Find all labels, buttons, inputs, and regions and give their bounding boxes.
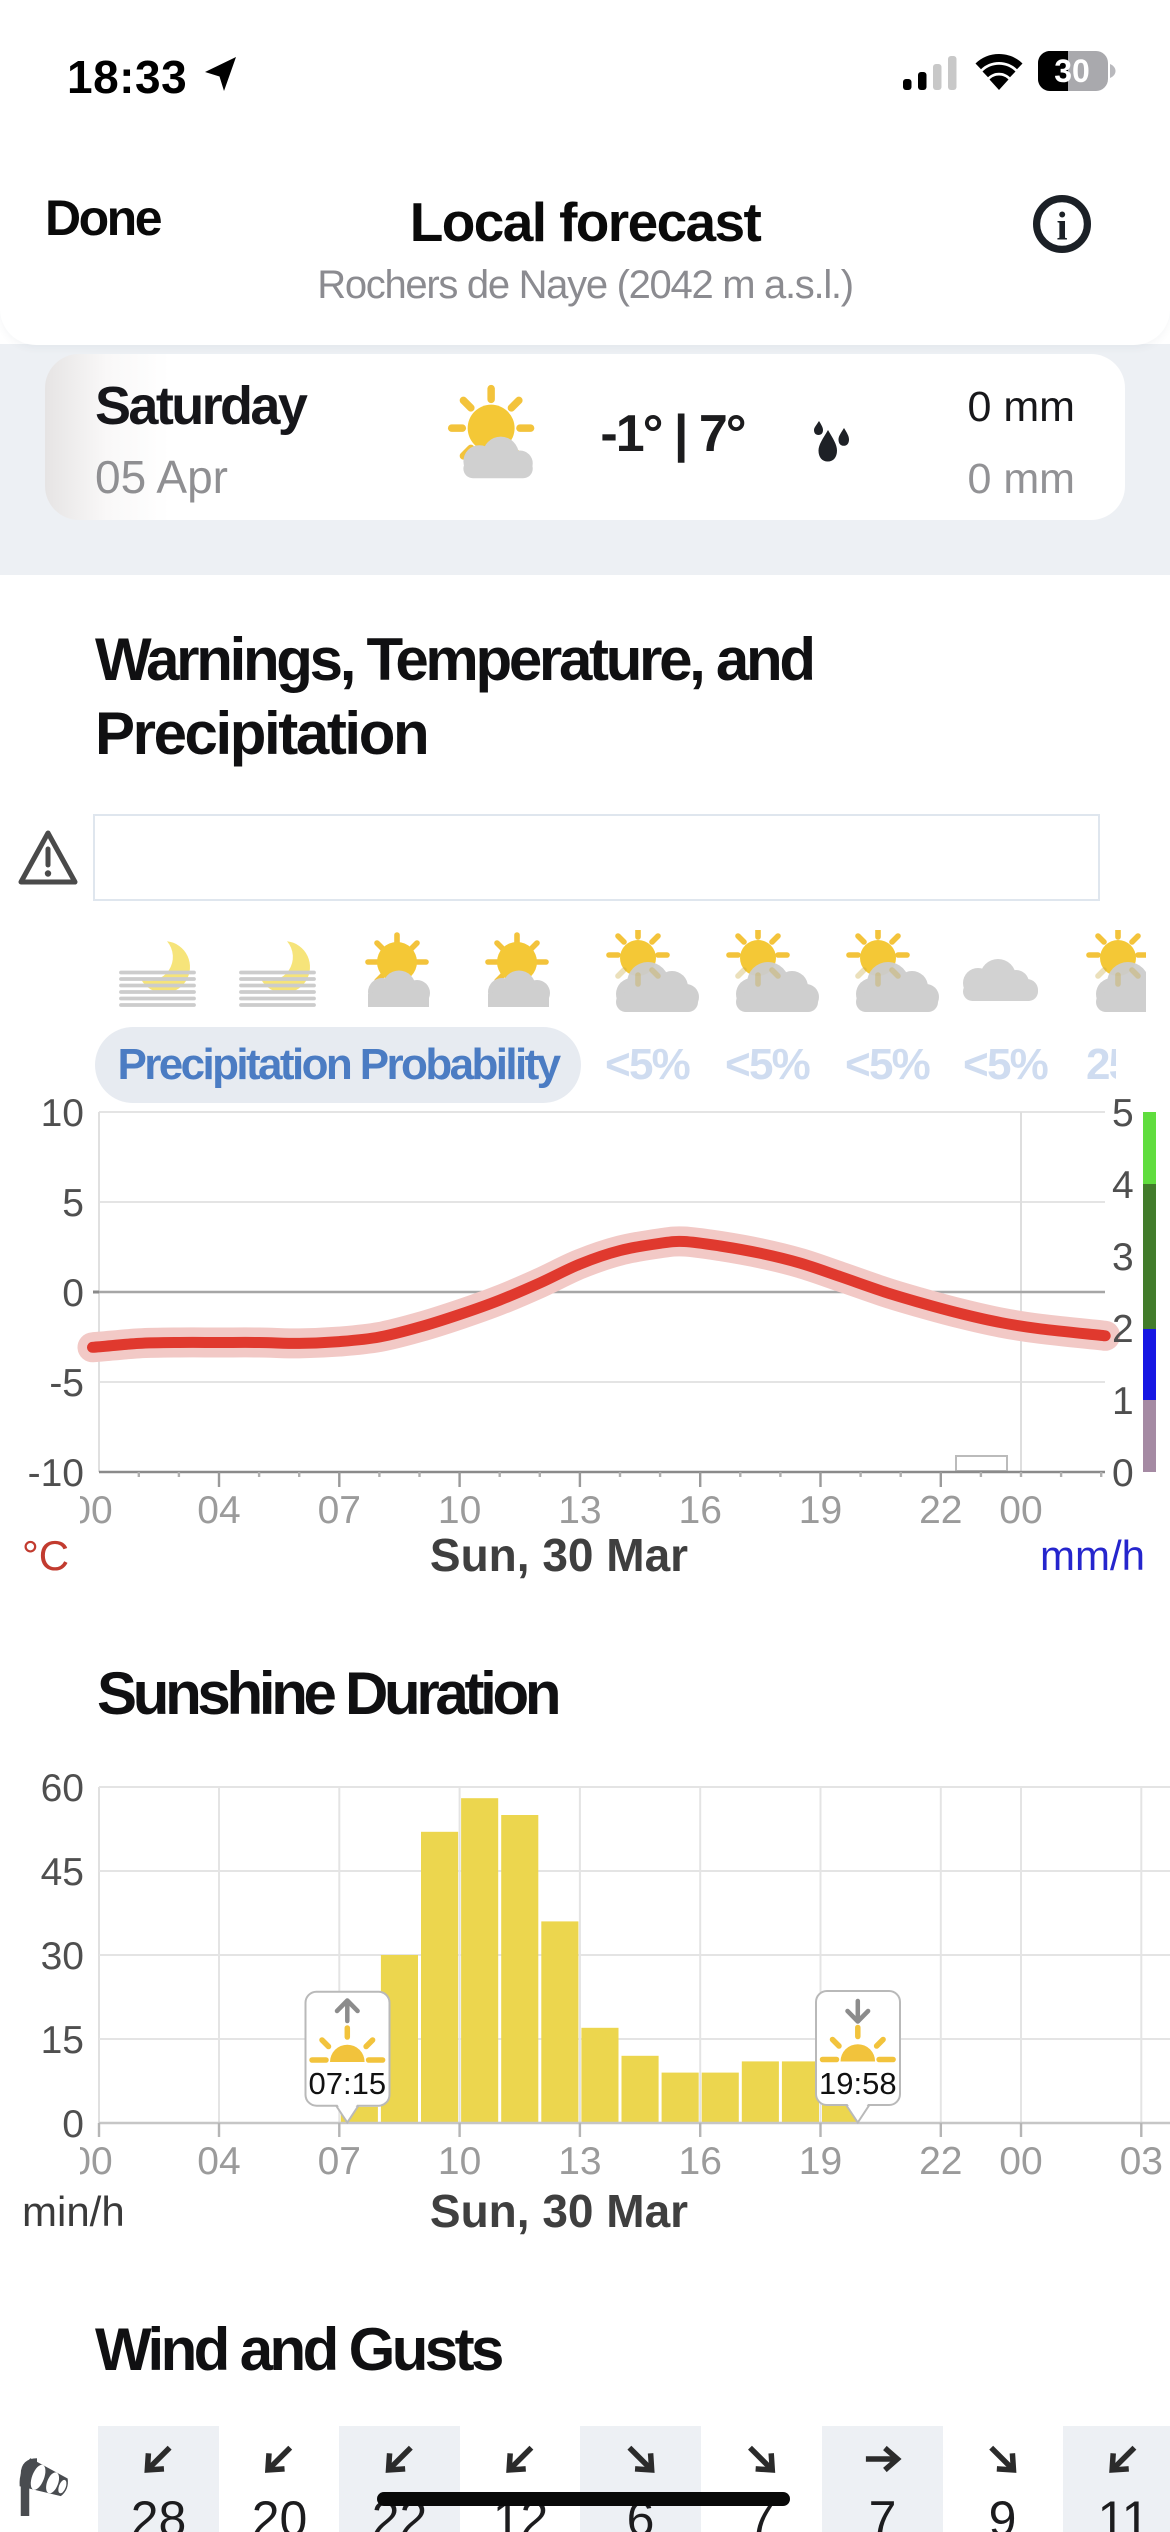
svg-text:0: 0 xyxy=(62,1272,84,1315)
svg-text:07: 07 xyxy=(318,1489,361,1532)
svg-text:00: 00 xyxy=(999,2140,1042,2183)
svg-text:1: 1 xyxy=(1112,1380,1134,1423)
svg-text:10: 10 xyxy=(41,1092,84,1135)
svg-text:22: 22 xyxy=(919,2140,962,2183)
svg-text:i: i xyxy=(1056,204,1067,249)
svg-text:10: 10 xyxy=(438,2140,481,2183)
svg-text:15: 15 xyxy=(41,2019,84,2062)
svg-text:min/h: min/h xyxy=(22,2188,125,2235)
svg-text:19:58: 19:58 xyxy=(819,2066,897,2101)
svg-text:°C: °C xyxy=(22,1532,69,1579)
svg-text:13: 13 xyxy=(558,1489,601,1532)
svg-text:07: 07 xyxy=(318,2140,361,2183)
svg-text:00: 00 xyxy=(69,2140,112,2183)
svg-text:Sun, 30 Mar: Sun, 30 Mar xyxy=(430,2185,688,2237)
svg-text:19: 19 xyxy=(799,1489,842,1532)
svg-text:-5: -5 xyxy=(49,1362,84,1405)
svg-text:45: 45 xyxy=(41,1851,84,1894)
svg-text:30: 30 xyxy=(1054,53,1090,89)
svg-text:60: 60 xyxy=(41,1767,84,1810)
svg-text:3: 3 xyxy=(1112,1236,1134,1279)
svg-text:-10: -10 xyxy=(28,1452,84,1495)
svg-text:19: 19 xyxy=(799,2140,842,2183)
svg-text:0: 0 xyxy=(62,2103,84,2146)
svg-text:5: 5 xyxy=(1112,1092,1134,1135)
svg-text:04: 04 xyxy=(197,1489,240,1532)
svg-text:03: 03 xyxy=(1120,2140,1163,2183)
svg-text:10: 10 xyxy=(438,1489,481,1532)
svg-text:4: 4 xyxy=(1112,1164,1134,1207)
svg-text:04: 04 xyxy=(197,2140,240,2183)
svg-text:00: 00 xyxy=(999,1489,1042,1532)
svg-text:0: 0 xyxy=(1112,1452,1134,1495)
svg-text:13: 13 xyxy=(558,2140,601,2183)
svg-text:07:15: 07:15 xyxy=(309,2066,387,2101)
svg-text:22: 22 xyxy=(919,1489,962,1532)
svg-text:2: 2 xyxy=(1112,1308,1134,1351)
svg-text:Sun, 30 Mar: Sun, 30 Mar xyxy=(430,1529,688,1581)
svg-text:00: 00 xyxy=(69,1489,112,1532)
svg-text:mm/h: mm/h xyxy=(1040,1532,1145,1579)
svg-text:16: 16 xyxy=(679,1489,722,1532)
svg-text:16: 16 xyxy=(679,2140,722,2183)
svg-text:5: 5 xyxy=(62,1182,84,1225)
svg-text:30: 30 xyxy=(41,1935,84,1978)
